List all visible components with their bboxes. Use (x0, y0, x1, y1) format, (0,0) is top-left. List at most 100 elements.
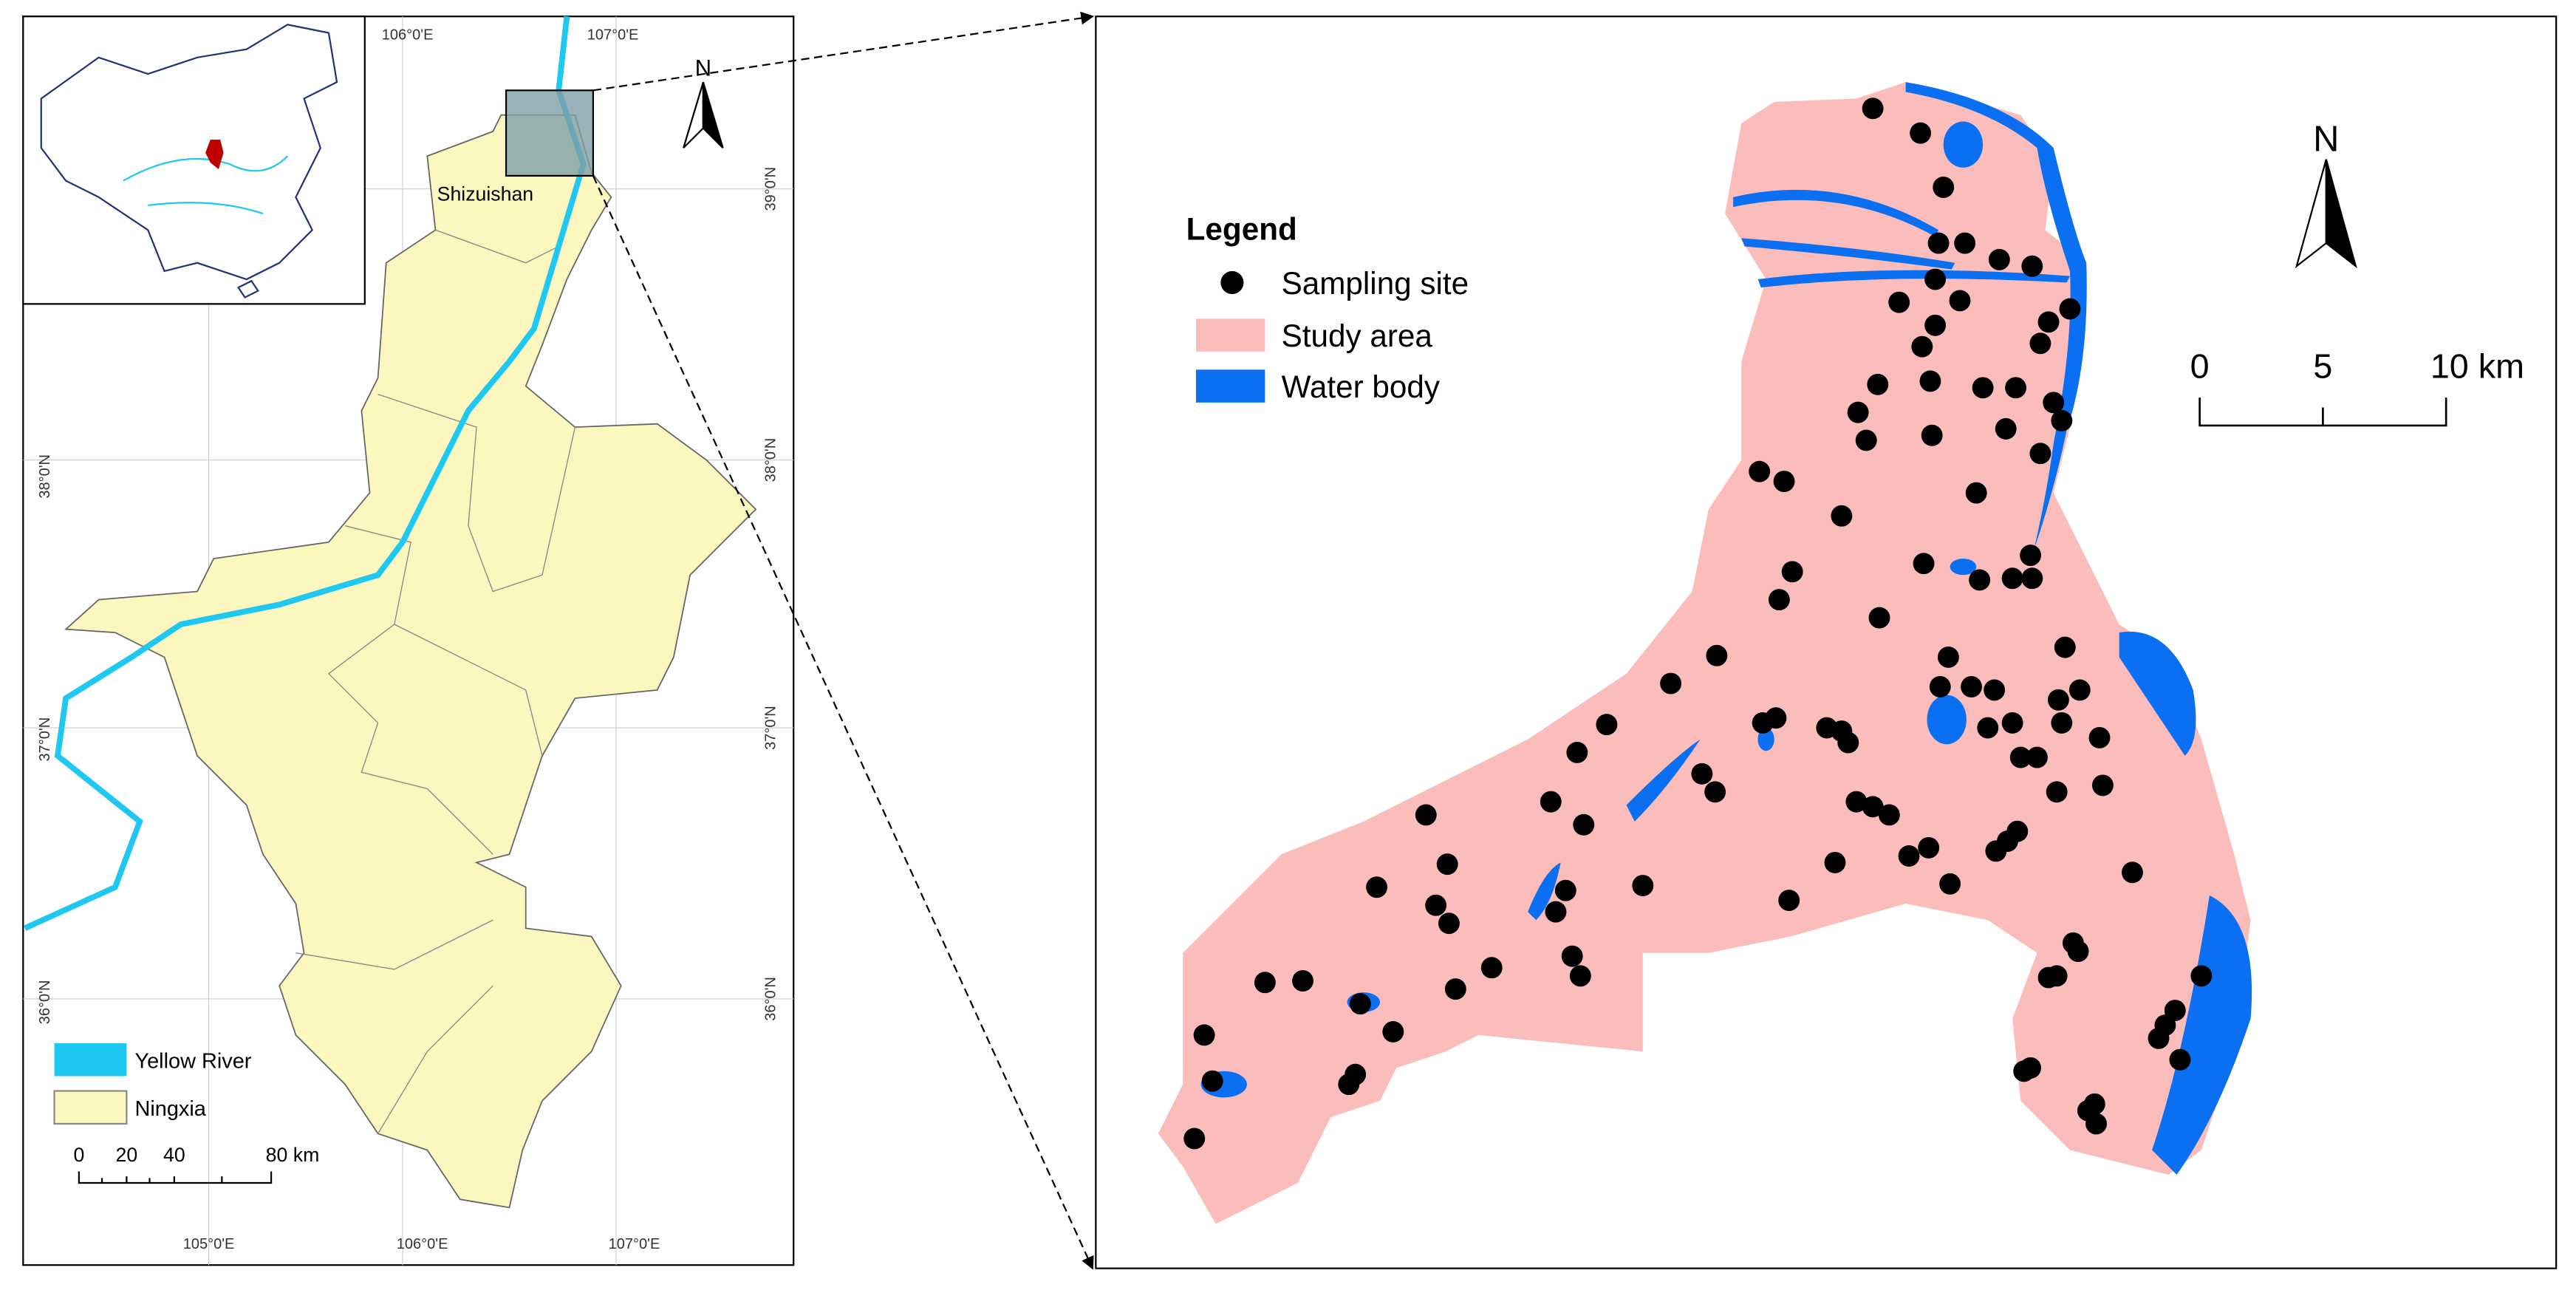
sampling-site (1919, 370, 1941, 392)
scale-label: 80 km (266, 1144, 320, 1166)
lat-label: 38°0'N (37, 454, 53, 499)
legend-title: Legend (1186, 212, 1297, 247)
sampling-site (1425, 894, 1447, 916)
sampling-site (1781, 561, 1803, 583)
lat-label: 36°0'N (763, 977, 779, 1021)
sampling-site (1929, 676, 1951, 697)
sampling-site (1749, 460, 1771, 482)
scale-label: 5 (2313, 347, 2332, 385)
sampling-site (2021, 255, 2043, 277)
sampling-site (1752, 712, 1774, 734)
sampling-site (1338, 1074, 1360, 1096)
sampling-site (2001, 567, 2023, 590)
sampling-site (1954, 232, 1976, 254)
sampling-site (2001, 712, 2023, 734)
sampling-site (1831, 505, 1853, 527)
inset-frame (22, 16, 366, 305)
scale-label: 40 (163, 1144, 185, 1166)
sampling-sites (1183, 98, 2213, 1150)
sampling-site (2190, 965, 2213, 987)
sampling-site (1349, 993, 1371, 1015)
sampling-site (1969, 569, 1991, 591)
sampling-site (1660, 672, 1682, 695)
sampling-site (1878, 804, 1900, 826)
study-area (1158, 82, 2251, 1224)
sampling-site (1977, 717, 1999, 739)
sampling-site (2047, 689, 2069, 711)
inset-rivers (123, 155, 289, 215)
sampling-site (2059, 298, 2081, 320)
sampling-site (1939, 873, 1961, 895)
scale-label: 0 (2190, 347, 2210, 385)
legend-label: Ningxia (135, 1097, 207, 1121)
sampling-site (1965, 482, 1987, 504)
place-label: Shizuishan (437, 182, 533, 205)
sampling-site (1382, 1020, 1404, 1043)
sampling-site (1292, 970, 1313, 992)
sampling-site (1778, 890, 1800, 912)
sampling-site (2009, 746, 2032, 768)
sampling-site (1898, 845, 1920, 867)
sampling-site (1924, 314, 1947, 336)
sampling-site (1949, 290, 1971, 312)
sampling-site (1845, 791, 1868, 813)
sampling-site (1837, 731, 1859, 754)
north-arrow (702, 81, 724, 149)
legend-swatch (53, 1090, 128, 1125)
sampling-site (1569, 965, 1591, 987)
lat-label: 36°0'N (37, 980, 53, 1025)
north-arrow (2325, 159, 2357, 269)
sampling-site (1988, 248, 2010, 270)
sampling-site (1862, 796, 1884, 818)
sampling-site (1768, 589, 1790, 611)
sampling-site (1254, 972, 1276, 994)
sampling-site (2013, 1060, 2035, 1082)
sampling-site (2037, 966, 2060, 989)
lat-label: 39°0'N (763, 167, 779, 211)
sampling-site (2051, 712, 2073, 734)
sampling-site (2005, 377, 2027, 399)
sampling-site (1573, 813, 1595, 836)
sampling-site (2026, 746, 2048, 768)
legend-label: Study area (1282, 318, 1433, 353)
sampling-site (1918, 836, 1940, 859)
lon-label: 106°0'E (382, 27, 434, 43)
sampling-site (2169, 1048, 2191, 1071)
north-label: N (695, 55, 711, 81)
sampling-site (1438, 912, 1460, 935)
lon-label: 105°0'E (183, 1236, 235, 1252)
lat-label: 37°0'N (37, 717, 53, 762)
sampling-site (1691, 763, 1713, 785)
sampling-site (2043, 392, 2065, 414)
study-map: Legend Sampling site Study area Water bo… (1095, 16, 2558, 1269)
sampling-site (1868, 607, 1890, 629)
sampling-site (1554, 879, 1576, 901)
sampling-site (1911, 335, 1933, 358)
sampling-site (1706, 644, 1728, 666)
sampling-site (2085, 1113, 2107, 1135)
sampling-site (2121, 862, 2143, 884)
sampling-site (1824, 851, 1846, 873)
sampling-site (2091, 774, 2114, 796)
sampling-site (1921, 424, 1943, 446)
water-bodies (1200, 82, 2252, 1175)
sampling-site (2020, 545, 2042, 567)
sampling-site (2029, 443, 2051, 465)
sampling-site (1984, 679, 2006, 701)
sampling-site (1366, 876, 1388, 898)
sampling-site (1888, 291, 1910, 313)
yellow-river (23, 16, 587, 931)
sampling-site (1995, 417, 2017, 440)
sampling-site (2154, 1014, 2176, 1037)
sampling-site (1193, 1024, 1215, 1046)
overview-map: Shizuishan 106°0'E 107°0'E 105°0'E 106°0… (22, 16, 795, 1266)
sampling-site (1937, 646, 1959, 668)
sampling-site (1444, 978, 1466, 1000)
sampling-site (1566, 741, 1588, 763)
scale-label: 20 (116, 1144, 138, 1166)
sampling-site (1540, 791, 1562, 813)
sampling-site (2083, 1093, 2105, 1115)
sampling-site (1910, 122, 1932, 144)
